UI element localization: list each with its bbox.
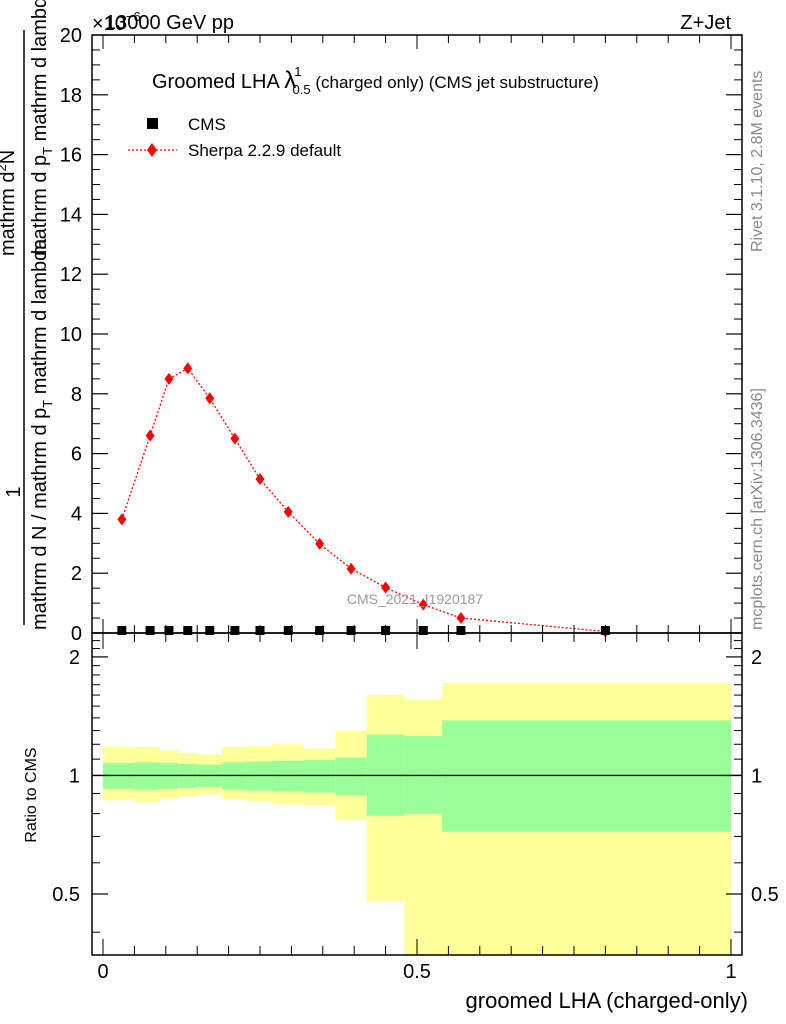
sherpa-point [315, 537, 325, 550]
ratio-inner-band [404, 735, 443, 814]
cms-point [418, 626, 428, 636]
x-tick-label: 0 [97, 961, 108, 983]
ratio-inner-band [335, 757, 367, 796]
rivet-label: Rivet 3.1.10, 2.8M events [749, 71, 766, 252]
y-tick-label: 12 [60, 264, 82, 286]
ratio-y-tick-label: 1 [69, 765, 80, 787]
sherpa-point [456, 612, 466, 625]
y-tick-label: 8 [71, 384, 82, 406]
sherpa-point [381, 581, 391, 594]
cms-point [183, 626, 193, 636]
ylabel-numerator: mathrm d N / mathrm d pT mathrm d lambda [29, 238, 55, 630]
y-tick-label: 0 [71, 623, 82, 645]
sherpa-point [346, 562, 356, 575]
cms-point [315, 626, 325, 636]
analysis-watermark: CMS_2021_I1920187 [347, 591, 483, 607]
sherpa-point [183, 362, 193, 375]
sherpa-point [117, 513, 127, 526]
y-tick-label: 10 [60, 324, 82, 346]
main-plot: 0 2 4 6 8 10 12 14 16 18 20 [60, 25, 743, 645]
sherpa-point [230, 432, 240, 445]
ratio-y-tick-label: 2 [69, 647, 80, 669]
exponent-label: ×10−6 [92, 9, 141, 35]
cms-point [346, 626, 356, 636]
y-tick-label: 20 [60, 25, 82, 47]
legend-sherpa-marker [147, 143, 157, 157]
ylabel-frac-top: mathrm d2N [0, 150, 19, 256]
energy-label: 13000 GeV pp [105, 12, 234, 34]
x-tick-label: 0.5 [403, 961, 431, 983]
ylabel-one: 1 [3, 486, 25, 497]
legend-cms-marker [147, 118, 158, 129]
sherpa-point [283, 505, 293, 518]
mcplots-label: mcplots.cern.ch [arXiv:1306.3436] [749, 388, 766, 630]
x-tick-label: 1 [725, 961, 736, 983]
sherpa-point [164, 372, 174, 385]
cms-point [456, 626, 466, 636]
legend-cms-label: CMS [188, 115, 226, 134]
sherpa-point [418, 598, 428, 611]
ylabel-frac-bottom: mathrm d pT mathrm d lambda [29, 0, 55, 256]
y-tick-label: 2 [71, 563, 82, 585]
y-tick-label: 16 [60, 145, 82, 167]
y-tick-label: 18 [60, 85, 82, 107]
sherpa-point [205, 392, 215, 405]
sherpa-point [145, 429, 155, 442]
cms-point [164, 626, 174, 636]
main-ylabel: 1 mathrm d2N mathrm d pT mathrm d lambda… [0, 0, 55, 630]
cms-point [117, 626, 127, 636]
cms-point [283, 626, 293, 636]
legend-sherpa-label: Sherpa 2.2.9 default [188, 141, 341, 160]
ratio-y-tick-label-right: 2 [751, 647, 762, 669]
chart-title: Groomed LHA λ1 0.5 (charged only) (CMS je… [152, 64, 599, 97]
cms-point [230, 626, 240, 636]
y-tick-label: 4 [71, 503, 82, 525]
legend: CMS Sherpa 2.2.9 default [128, 115, 341, 160]
cms-point [205, 626, 215, 636]
ratio-y-tick-label-right: 0.5 [751, 884, 779, 906]
ratio-y-tick-label: 0.5 [52, 884, 80, 906]
ratio-plot: 0.5 0.5 1 1 2 2 0 0.5 1 [52, 632, 779, 983]
ratio-ylabel: Ratio to CMS [23, 747, 40, 842]
process-label: Z+Jet [680, 12, 731, 34]
ratio-y-tick-label-right: 1 [751, 765, 762, 787]
y-tick-label: 14 [60, 204, 82, 226]
ratio-inner-band [303, 759, 336, 793]
sherpa-point [255, 473, 265, 486]
y-tick-label: 6 [71, 444, 82, 466]
ratio-inner-band [272, 760, 304, 792]
xlabel: groomed LHA (charged-only) [466, 988, 748, 1013]
cms-point [145, 626, 155, 636]
